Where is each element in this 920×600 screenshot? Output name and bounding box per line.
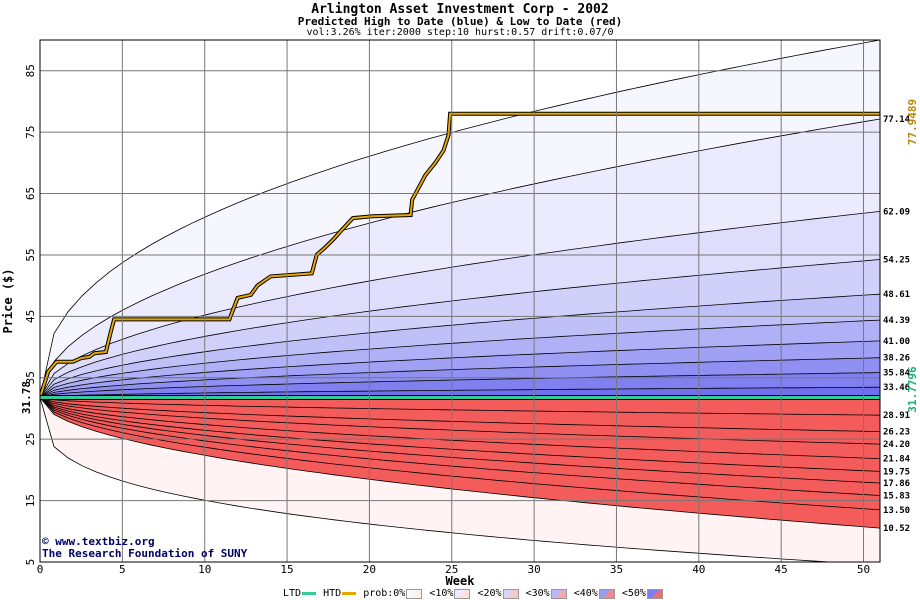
bands-group xyxy=(40,40,880,562)
legend: LTD HTD prob:0% <10% <20% <30% <40% <50% xyxy=(283,588,664,600)
credit-url[interactable]: © www.textbiz.org xyxy=(42,535,155,548)
band-boundary-6 xyxy=(40,340,880,398)
band-boundary-3 xyxy=(40,259,880,398)
chart-title: Arlington Asset Investment Corp - 2002 xyxy=(311,2,609,17)
credit-org: The Research Foundation of SUNY xyxy=(42,547,248,560)
band-boundary-2 xyxy=(40,211,880,398)
curve-value-label-4: 44.39 xyxy=(883,316,910,326)
y-tick-label-65: 65 xyxy=(24,187,37,200)
band-boundary-17 xyxy=(40,397,880,496)
curve-value-label-15: 15.83 xyxy=(883,491,910,501)
legend-swatch-3 xyxy=(550,588,567,599)
band-boundary-5 xyxy=(40,319,880,398)
band-boundary-1 xyxy=(40,118,880,398)
curve-value-label-10: 26.23 xyxy=(883,428,910,438)
curve-value-label-6: 38.26 xyxy=(883,354,910,364)
band-boundary-14 xyxy=(40,397,880,459)
curve-value-label-16: 13.50 xyxy=(883,506,910,516)
start-price-label: 31.78 xyxy=(20,381,33,414)
x-tick-label-5: 5 xyxy=(119,563,126,576)
x-tick-label-15: 15 xyxy=(280,563,293,576)
x-tick-label-45: 45 xyxy=(775,563,788,576)
upper-band-1 xyxy=(40,119,880,398)
upper-band-8 xyxy=(40,372,880,398)
x-tick-label-50: 50 xyxy=(857,563,870,576)
legend-ltd-label: LTD xyxy=(283,588,302,599)
x-tick-label-30: 30 xyxy=(527,563,540,576)
upper-band-2 xyxy=(40,211,880,398)
x-tick-label-0: 0 xyxy=(37,563,44,576)
curve-value-label-1: 62.09 xyxy=(883,207,910,217)
curve-value-label-14: 17.86 xyxy=(883,479,910,489)
band-boundary-9 xyxy=(40,386,880,398)
x-tick-label-25: 25 xyxy=(445,563,458,576)
legend-band-2-label: <20% xyxy=(477,588,502,599)
legend-band-5-label: <50% xyxy=(621,588,646,599)
curve-value-label-2: 54.25 xyxy=(883,256,910,266)
curve-value-label-0: 77.14 xyxy=(883,115,911,125)
y-axis-label: Price ($) xyxy=(1,268,15,333)
band-boundary-12 xyxy=(40,397,880,432)
upper-band-3 xyxy=(40,259,880,398)
band-boundary-16 xyxy=(40,397,880,484)
plot-frame xyxy=(39,39,881,563)
band-boundary-4 xyxy=(40,293,880,398)
curve-value-label-3: 48.61 xyxy=(883,290,910,300)
x-tick-label-35: 35 xyxy=(610,563,623,576)
y-tick-label-35: 35 xyxy=(24,371,37,384)
legend-band-1-label: <10% xyxy=(429,588,454,599)
y-tick-label-85: 85 xyxy=(24,64,37,77)
band-boundary-11 xyxy=(40,397,880,416)
curve-value-label-12: 21.84 xyxy=(883,455,911,465)
band-boundary-10 xyxy=(40,397,837,562)
htd-line xyxy=(40,112,880,398)
band-boundary-7 xyxy=(40,357,880,398)
legend-swatch-1 xyxy=(454,588,471,599)
band-boundary-0 xyxy=(40,40,880,398)
upper-band-9 xyxy=(40,387,880,398)
legend-prob-label: prob:0% xyxy=(363,588,406,599)
legend-swatch-0 xyxy=(406,588,423,599)
upper-band-5 xyxy=(40,320,880,398)
x-tick-label-40: 40 xyxy=(692,563,705,576)
chart-subtitle: Predicted High to Date (blue) & Low to D… xyxy=(297,15,623,28)
chart-parameters: vol:3.26% iter:2000 step:10 hurst:0.57 d… xyxy=(306,27,614,38)
legend-band-3-label: <30% xyxy=(525,588,550,599)
legend-swatch-5 xyxy=(646,588,663,599)
legend-swatch-2 xyxy=(502,588,519,599)
legend-band-4-label: <40% xyxy=(573,588,598,599)
band-boundary-8 xyxy=(40,372,880,398)
x-axis-label: Week xyxy=(446,574,476,588)
y-tick-label-45: 45 xyxy=(24,310,37,323)
credit-url-text: www.textbiz.org xyxy=(55,535,155,548)
ltd-value-label: 31.7796 xyxy=(906,366,919,413)
band-boundary-15 xyxy=(40,397,880,472)
x-tick-label-20: 20 xyxy=(363,563,376,576)
y-tick-label-25: 25 xyxy=(24,433,37,446)
curve-value-label-7: 35.84 xyxy=(883,369,911,379)
legend-ltd-swatch xyxy=(302,592,317,595)
htd-final-label: 77.9489 xyxy=(906,99,919,145)
curve-value-label-13: 19.75 xyxy=(883,467,910,477)
legend-swatch-4 xyxy=(598,588,615,599)
legend-htd-label: HTD xyxy=(323,588,342,599)
lower-band-9 xyxy=(40,397,880,529)
curve-value-label-9: 28.91 xyxy=(883,411,910,421)
curve-value-label-11: 24.20 xyxy=(883,440,910,450)
y-tick-label-75: 75 xyxy=(24,125,37,138)
y-tick-label-55: 55 xyxy=(24,248,37,261)
y-tick-label-5: 5 xyxy=(24,559,37,566)
curve-value-label-8: 33.46 xyxy=(883,383,910,393)
band-boundary-19 xyxy=(40,397,880,529)
upper-band-4 xyxy=(40,294,880,398)
legend-htd-swatch xyxy=(342,592,357,595)
y-tick-label-15: 15 xyxy=(24,494,37,507)
curve-value-label-5: 41.00 xyxy=(883,337,910,347)
band-boundary-13 xyxy=(40,397,880,445)
curve-value-label-17: 10.52 xyxy=(883,524,910,534)
upper-band-0 xyxy=(40,40,880,398)
x-tick-label-10: 10 xyxy=(198,563,211,576)
band-boundary-18 xyxy=(40,397,880,511)
